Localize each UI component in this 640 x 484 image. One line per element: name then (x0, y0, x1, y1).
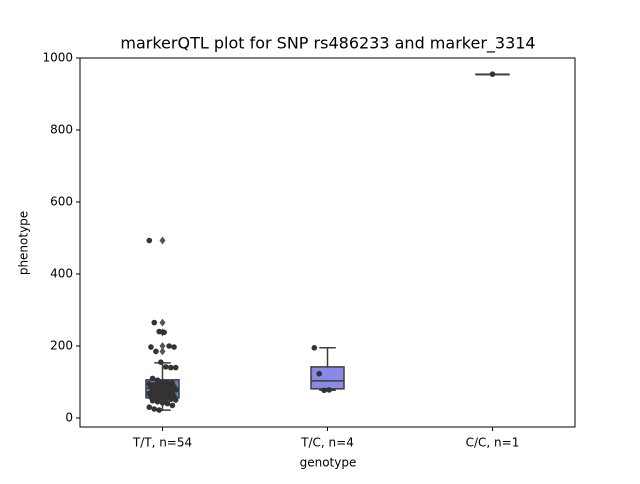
data-point (321, 387, 328, 394)
data-point (151, 319, 158, 326)
data-point (167, 396, 174, 403)
data-point (149, 397, 156, 404)
data-point (316, 370, 323, 377)
data-point (153, 348, 159, 355)
outlier (159, 236, 166, 245)
y-tick-label: 600 (50, 195, 73, 209)
outlier (159, 318, 166, 327)
x-tick-label: T/T, n=54 (132, 436, 192, 450)
outlier (159, 347, 166, 356)
chart-title: markerQTL plot for SNP rs486233 and mark… (120, 34, 535, 54)
data-point (167, 364, 174, 371)
data-point (156, 328, 162, 335)
outlier (159, 342, 166, 350)
y-tick-label: 1000 (42, 51, 73, 65)
x-tick-label: C/C, n=1 (466, 436, 520, 450)
data-point (156, 407, 162, 413)
data-point (163, 364, 169, 370)
box (310, 366, 345, 390)
data-point (169, 402, 176, 409)
data-point (158, 359, 164, 366)
data-point (149, 375, 156, 382)
data-point (148, 344, 154, 350)
data-point (311, 345, 318, 351)
data-point (489, 71, 496, 77)
y-axis-label: phenotype (17, 211, 31, 275)
data-point (159, 400, 166, 406)
data-point (154, 399, 161, 405)
data-point (172, 364, 179, 371)
data-point (161, 329, 167, 336)
data-point (326, 387, 332, 393)
data-point (164, 400, 171, 407)
data-point (151, 406, 158, 412)
y-tick-label: 400 (50, 267, 73, 281)
data-point (163, 396, 169, 402)
x-axis-label: genotype (300, 456, 357, 470)
data-point (158, 395, 164, 402)
y-tick-label: 800 (50, 123, 73, 137)
data-point (154, 377, 161, 384)
y-tick-label: 0 (65, 411, 73, 425)
data-point (172, 397, 179, 403)
data-point (166, 343, 172, 349)
x-tick-label: T/C, n=4 (300, 436, 354, 450)
y-tick-label: 200 (50, 339, 73, 353)
data-point (146, 404, 153, 411)
data-point (146, 237, 153, 244)
data-point (171, 344, 177, 350)
